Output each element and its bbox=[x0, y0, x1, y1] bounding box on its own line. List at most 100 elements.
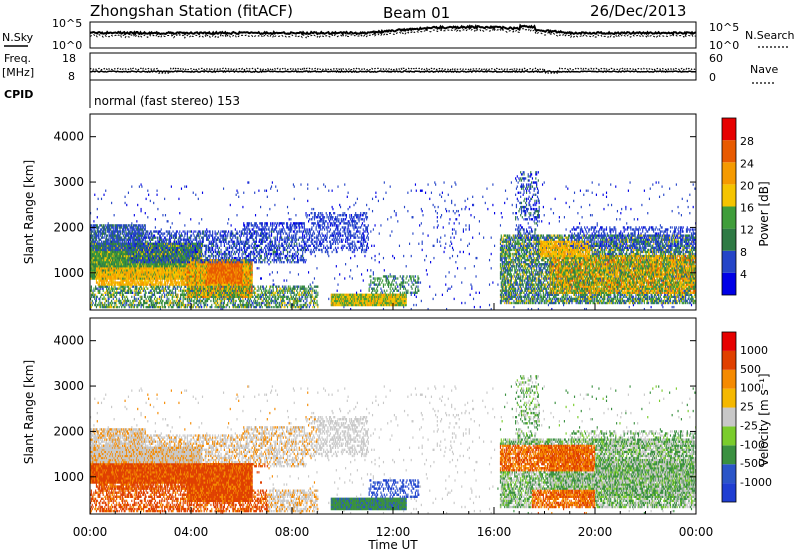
power-cell bbox=[215, 234, 216, 236]
power-cell bbox=[162, 306, 163, 308]
power-cell bbox=[176, 234, 177, 236]
power-cell bbox=[154, 294, 155, 296]
power-cell bbox=[109, 230, 110, 232]
power-cell bbox=[205, 230, 206, 232]
power-cell bbox=[215, 241, 216, 243]
freq-left-tick-bottom: 8 bbox=[68, 70, 75, 83]
power-cell bbox=[130, 281, 131, 283]
beam-title: Beam 01 bbox=[383, 4, 450, 22]
power-cell bbox=[210, 251, 211, 253]
power-cell bbox=[217, 239, 218, 241]
power-heatmap-cells bbox=[90, 171, 696, 310]
power-cell bbox=[109, 239, 110, 241]
power-cell bbox=[215, 245, 216, 247]
power-cell bbox=[135, 298, 136, 300]
power-cell bbox=[96, 300, 97, 302]
power-cell bbox=[206, 249, 207, 251]
power-cell bbox=[172, 222, 173, 224]
power-cell bbox=[159, 302, 160, 304]
power-cell bbox=[147, 230, 148, 232]
power-cell bbox=[122, 241, 123, 243]
power-cell bbox=[196, 239, 197, 241]
power-cell bbox=[167, 296, 168, 298]
power-cell bbox=[207, 257, 208, 259]
power-cell bbox=[143, 230, 144, 232]
power-cell bbox=[173, 288, 174, 290]
noise-left-tick-top: 10^5 bbox=[52, 17, 82, 30]
power-cell bbox=[113, 279, 114, 281]
power-cell bbox=[104, 281, 105, 283]
power-cell bbox=[184, 224, 185, 226]
power-cell bbox=[218, 237, 219, 239]
power-cell bbox=[120, 304, 121, 306]
power-cell bbox=[201, 218, 202, 220]
power-cell bbox=[156, 194, 157, 196]
power-cell bbox=[95, 294, 96, 296]
power-cell bbox=[211, 306, 212, 308]
power-cell bbox=[194, 300, 195, 302]
power-cell bbox=[146, 234, 147, 236]
power-cell bbox=[165, 237, 166, 239]
power-cell bbox=[158, 283, 159, 285]
power-cell bbox=[109, 232, 110, 234]
power-cell bbox=[139, 304, 140, 306]
power-cell bbox=[183, 302, 184, 304]
power-cell bbox=[156, 230, 157, 232]
power-cell bbox=[131, 296, 132, 298]
power-cell bbox=[122, 302, 123, 304]
power-cell bbox=[141, 210, 142, 212]
power-cell bbox=[164, 296, 165, 298]
freq-left-tick-top: 18 bbox=[62, 52, 76, 65]
power-cell bbox=[204, 255, 205, 257]
power-cell bbox=[106, 281, 107, 283]
power-cell bbox=[107, 234, 108, 236]
power-cell bbox=[179, 302, 180, 304]
power-cell bbox=[92, 304, 93, 306]
power-cell bbox=[162, 279, 163, 281]
power-cell bbox=[99, 281, 100, 283]
power-cell bbox=[171, 294, 172, 296]
power-cell bbox=[93, 228, 94, 230]
power-cell bbox=[182, 234, 183, 236]
power-cell bbox=[211, 304, 212, 306]
power-cell bbox=[150, 237, 151, 239]
power-cell bbox=[113, 286, 114, 288]
power-cell bbox=[132, 292, 133, 294]
power-cell bbox=[93, 292, 94, 294]
power-cell bbox=[167, 234, 168, 236]
power-cell bbox=[205, 251, 206, 253]
power-cell bbox=[167, 283, 168, 285]
power-cell bbox=[187, 230, 188, 232]
power-cell bbox=[156, 290, 157, 292]
power-cell bbox=[142, 234, 143, 236]
power-cell bbox=[179, 304, 180, 306]
power-cell bbox=[114, 214, 115, 216]
power-cell bbox=[218, 304, 219, 306]
power-cell bbox=[206, 234, 207, 236]
power-cell bbox=[96, 279, 97, 281]
power-cell bbox=[141, 286, 142, 288]
power-cell bbox=[147, 241, 148, 243]
power-cell bbox=[156, 241, 157, 243]
power-cell bbox=[129, 224, 130, 226]
power-cell bbox=[141, 292, 142, 294]
power-cell bbox=[139, 185, 140, 187]
power-cell bbox=[215, 251, 216, 253]
power-cell bbox=[128, 192, 129, 194]
power-cell bbox=[152, 300, 153, 302]
power-cell bbox=[199, 234, 200, 236]
power-cell bbox=[94, 228, 95, 230]
power-cell bbox=[156, 288, 157, 290]
power-cell bbox=[98, 304, 99, 306]
power-cell bbox=[194, 304, 195, 306]
power-cell bbox=[138, 290, 139, 292]
power-cell bbox=[99, 290, 100, 292]
power-cell bbox=[146, 286, 147, 288]
power-cell bbox=[160, 306, 161, 308]
power-cell bbox=[182, 292, 183, 294]
power-cell bbox=[162, 300, 163, 302]
power-cell bbox=[119, 298, 120, 300]
power-cell bbox=[109, 237, 110, 239]
power-cell bbox=[123, 304, 124, 306]
power-cell bbox=[145, 228, 146, 230]
